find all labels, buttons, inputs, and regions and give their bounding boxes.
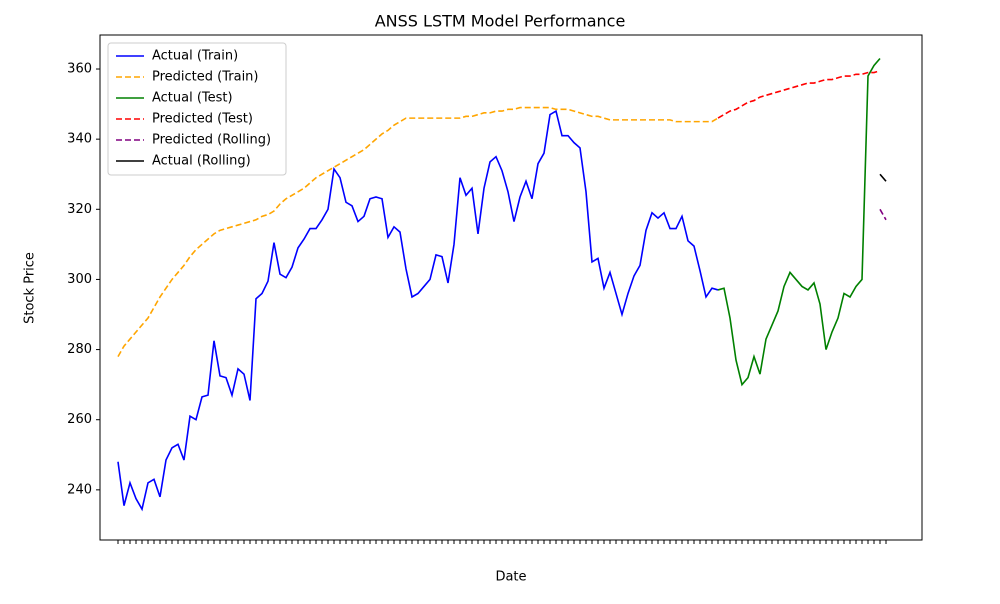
x-axis-label: Date — [495, 570, 526, 585]
legend-label: Actual (Test) — [152, 91, 233, 106]
y-tick-label: 240 — [67, 482, 92, 497]
chart-title: ANSS LSTM Model Performance — [375, 12, 626, 31]
legend-label: Predicted (Rolling) — [152, 133, 271, 148]
line-series — [717, 57, 881, 387]
y-tick-label: 280 — [67, 342, 92, 357]
line-series — [117, 106, 719, 357]
y-tick-label: 340 — [67, 132, 92, 147]
legend-label: Actual (Train) — [152, 49, 238, 64]
y-tick-label: 300 — [67, 272, 92, 287]
y-tick-label: 320 — [67, 202, 92, 217]
y-axis-label: Stock Price — [23, 252, 38, 324]
legend-box — [107, 42, 287, 176]
line-series — [117, 109, 719, 512]
legend-label: Predicted (Train) — [152, 70, 259, 85]
legend-label: Predicted (Test) — [152, 112, 253, 127]
line-series — [879, 208, 887, 221]
legend: Actual (Train) Predicted (Train) Actual (T… — [107, 42, 287, 176]
legend-label: Actual (Rolling) — [152, 154, 251, 169]
line-series — [879, 173, 887, 182]
plot-frame — [99, 34, 923, 541]
y-tick-label: 360 — [67, 62, 92, 77]
line-series — [717, 70, 881, 119]
y-tick-label: 260 — [67, 412, 92, 427]
